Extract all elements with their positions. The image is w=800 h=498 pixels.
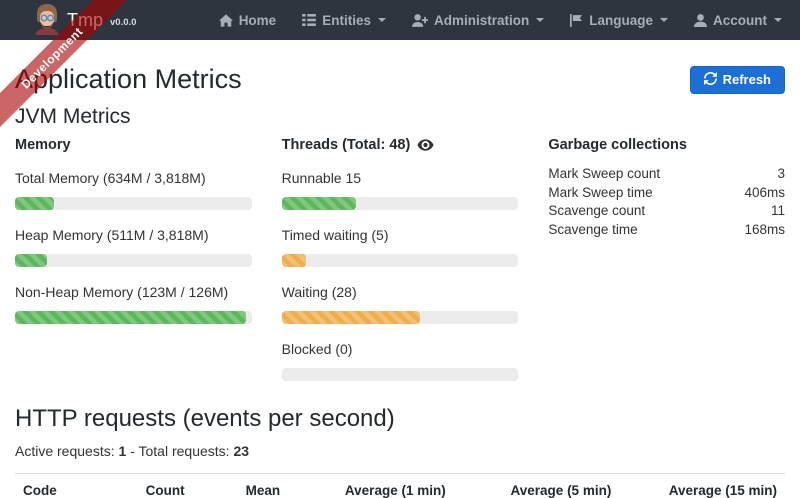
refresh-label: Refresh: [722, 72, 771, 87]
main-content: Application Metrics Refresh JVM Metrics …: [0, 40, 800, 498]
nav-label: Account: [713, 12, 767, 28]
nav-item-administration[interactable]: Administration: [411, 12, 545, 28]
header-code: Code: [15, 473, 138, 498]
memory-title: Memory: [15, 137, 71, 153]
http-requests-title: HTTP requests (events per second): [15, 405, 395, 432]
home-icon: [218, 13, 233, 27]
gc-label: Scavenge time: [548, 221, 638, 237]
navbar: Tmp v0.0.0 Home Entities Administration: [0, 0, 800, 40]
gc-row-scavenge-time: Scavenge time 168ms: [548, 221, 785, 240]
nav-item-entities[interactable]: Entities: [302, 13, 386, 28]
progress-bar: [15, 311, 246, 324]
memory-column: Memory Total Memory (634M / 3,818M) Heap…: [15, 131, 252, 381]
progress-bar: [281, 197, 356, 210]
gc-value: 3: [777, 166, 785, 181]
page-header: Application Metrics Refresh: [15, 64, 785, 95]
gc-row-marksweep-count: Mark Sweep count 3: [548, 165, 785, 184]
progress-bar: [15, 197, 55, 210]
list-icon: [302, 14, 317, 26]
header-mean: Mean: [237, 473, 289, 498]
nav-item-account[interactable]: Account: [694, 13, 782, 28]
total-memory-label: Total Memory (634M / 3,818M): [15, 170, 206, 186]
header-avg-5min: Average (5 min): [453, 473, 620, 498]
nonheap-memory-progress: [15, 311, 252, 324]
threads-title: Threads (Total: 48): [282, 137, 519, 153]
nav-item-language[interactable]: Language: [570, 13, 668, 28]
gc-value: 168ms: [744, 221, 785, 237]
chevron-down-icon: [377, 18, 386, 22]
eye-icon[interactable]: [417, 139, 434, 151]
heap-memory-label: Heap Memory (511M / 3,818M): [15, 227, 209, 243]
brand-name: Tmp: [67, 10, 103, 30]
nonheap-memory-label: Non-Heap Memory (123M / 126M): [15, 284, 229, 300]
http-requests-table: Code Count Mean Average (1 min) Average …: [15, 473, 785, 498]
progress-bar: [15, 254, 47, 267]
gc-title: Garbage collections: [548, 137, 687, 153]
requests-summary: Active requests: 1 - Total requests: 23: [15, 443, 785, 459]
gc-label: Mark Sweep count: [548, 166, 661, 181]
threads-title-text: Threads (Total: 48): [281, 137, 411, 153]
progress-bar: [281, 254, 307, 267]
gc-label: Scavenge count: [548, 203, 646, 218]
user-plus-icon: [411, 13, 428, 27]
chevron-down-icon: [660, 18, 668, 22]
header-avg-15min: Average (15 min): [619, 473, 785, 498]
heap-memory-progress: [15, 254, 252, 267]
hipster-avatar-icon: [34, 3, 60, 38]
waiting-label: Waiting (28): [281, 284, 357, 300]
app-version: v0.0.0: [110, 16, 137, 28]
main-nav: Home Entities Administration Language: [218, 12, 782, 28]
gc-label: Mark Sweep time: [548, 184, 653, 200]
gc-row-marksweep-time: Mark Sweep time 406ms: [548, 184, 785, 203]
nav-item-home[interactable]: Home: [218, 12, 277, 28]
gc-column: Garbage collections Mark Sweep count 3 M…: [548, 131, 785, 381]
total-requests-label: Total requests:: [138, 443, 230, 459]
progress-bar: [281, 311, 420, 324]
timed-waiting-label: Timed waiting (5): [281, 227, 389, 243]
nav-label: Administration: [433, 12, 530, 28]
chevron-down-icon: [774, 18, 782, 22]
nav-label: Entities: [322, 12, 371, 28]
user-icon: [694, 13, 707, 27]
active-requests-value: 1: [118, 443, 127, 459]
blocked-label: Blocked (0): [281, 341, 353, 357]
gc-value: 406ms: [744, 184, 785, 200]
table-header-row: Code Count Mean Average (1 min) Average …: [15, 473, 785, 498]
runnable-label: Runnable 15: [281, 170, 362, 186]
waiting-progress: [281, 311, 519, 324]
timed-waiting-progress: [281, 254, 519, 267]
gc-row-scavenge-count: Scavenge count 11: [548, 202, 785, 221]
header-count: Count: [137, 473, 238, 498]
active-requests-label: Active requests:: [15, 443, 115, 459]
refresh-icon: [703, 71, 717, 88]
header-avg-1min: Average (1 min): [288, 473, 454, 498]
summary-separator: -: [130, 443, 135, 459]
brand-logo[interactable]: Tmp v0.0.0: [34, 3, 136, 38]
refresh-button[interactable]: Refresh: [689, 65, 785, 94]
blocked-progress: [281, 368, 519, 381]
threads-column: Threads (Total: 48) Runnable 15 Timed wa…: [281, 131, 519, 381]
nav-label: Home: [238, 12, 277, 28]
runnable-progress: [281, 197, 519, 210]
page-title: Application Metrics: [15, 64, 242, 94]
nav-label: Language: [589, 12, 653, 28]
gc-value: 11: [770, 203, 785, 218]
flag-icon: [570, 13, 583, 27]
jvm-metrics-title: JVM Metrics: [15, 105, 131, 128]
total-requests-value: 23: [233, 443, 250, 459]
jvm-metrics-grid: Memory Total Memory (634M / 3,818M) Heap…: [15, 131, 785, 381]
chevron-down-icon: [536, 18, 545, 22]
total-memory-progress: [15, 197, 252, 210]
